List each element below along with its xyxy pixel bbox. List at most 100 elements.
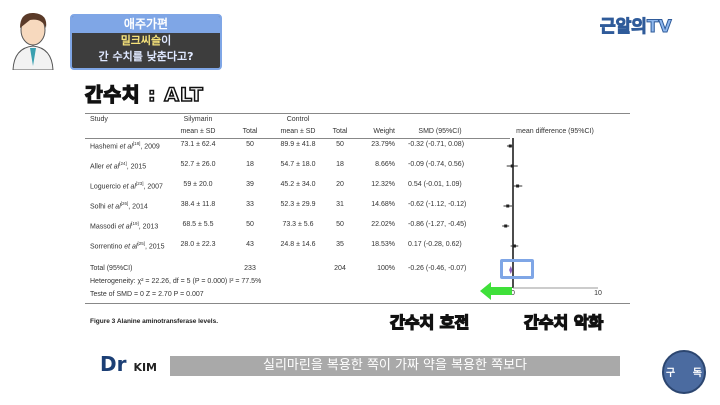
test-overall: Teste of SMD = 0 Z = 2.70 P = 0.007 [90, 291, 204, 298]
channel-logo: 근알의TV [600, 17, 673, 38]
silymarin-total: 50 [246, 141, 254, 148]
total-smd: -0.26 (-0.46, -0.07) [408, 265, 467, 272]
tick-0: 0 [511, 290, 515, 297]
control-total: 18 [336, 161, 344, 168]
control-total: 31 [336, 201, 344, 208]
weight: 22.02% [371, 221, 395, 228]
silymarin-mean-sd: 59 ± 20.0 [183, 181, 213, 188]
study-name: Sorrentino et al[25], 2015 [90, 241, 165, 251]
study-year: , 2015 [145, 243, 165, 251]
study-author: Solhi [90, 203, 106, 211]
weight: 23.79% [371, 141, 395, 148]
col-weight: Weight [373, 128, 395, 135]
study-author: Massodi [90, 223, 117, 231]
study-name: Massodi et al[19], 2013 [90, 221, 159, 231]
smd-ci: 0.17 (-0.28, 0.62) [408, 241, 462, 248]
study-author: Hashemi [90, 143, 118, 151]
label-improve: 간수치 호전 [389, 312, 470, 332]
doctor-avatar [12, 12, 54, 70]
subtitle: 실리마린을 복용한 쪽이 가짜 약을 복용한 쪽보다 [170, 356, 620, 376]
subscribe-button[interactable]: 구 독 [662, 350, 706, 394]
smd-ci: 0.54 (-0.01, 1.09) [408, 181, 462, 188]
control-mean-sd: 24.8 ± 14.6 [280, 241, 316, 248]
subscribe-left: 구 [666, 368, 676, 379]
smd-ci: -0.86 (-1.27, -0.45) [408, 221, 467, 228]
study-author: Sorrentino [90, 243, 123, 251]
control-mean-sd: 54.7 ± 18.0 [280, 161, 316, 168]
col-md: mean difference (95%CI) [516, 128, 594, 135]
silymarin-mean-sd: 28.0 ± 22.3 [180, 241, 216, 248]
subscribe-right: 독 [692, 368, 702, 379]
study-ref: [25] [137, 241, 145, 246]
effect-point [512, 244, 516, 248]
effect-point [510, 164, 514, 168]
forest-plot-table: Study Silymarin Control mean ± SD Total mean … [85, 113, 630, 304]
study-name: Aller et al[24], 2015 [90, 161, 147, 171]
total-label: Total (95%CI) [90, 265, 133, 272]
weight: 14.68% [371, 201, 395, 208]
total-weight: 100% [377, 265, 395, 272]
study-ref: [24] [119, 161, 127, 166]
label-worsen: 간수치 악화 [523, 312, 604, 332]
heterogeneity: Heterogeneity: χ² = 22.26, df = 5 (P = 0… [90, 278, 262, 285]
smd-ci: -0.09 (-0.74, 0.56) [408, 161, 465, 168]
header-rule [85, 138, 510, 139]
control-mean-sd: 52.3 ± 29.9 [280, 201, 316, 208]
col-control: Control [286, 116, 310, 123]
total-n2: 204 [334, 265, 346, 272]
topic-banner: 애주가편 밀크씨슬이 간 수치를 낮춘다고? [70, 14, 222, 70]
study-author: Aller [90, 163, 105, 171]
control-mean-sd: 89.9 ± 41.8 [280, 141, 316, 148]
silymarin-total: 18 [246, 161, 254, 168]
tick-10: 10 [594, 290, 602, 297]
study-ref: [19] [131, 221, 139, 226]
highlight-box [500, 259, 534, 279]
weight: 18.53% [371, 241, 395, 248]
smd-ci: -0.32 (-0.71, 0.08) [408, 141, 465, 148]
silymarin-mean-sd: 73.1 ± 62.4 [180, 141, 216, 148]
study-name: Loguercio et al[23], 2007 [90, 181, 163, 191]
control-total: 35 [336, 241, 344, 248]
study-ref: [26] [120, 201, 129, 206]
study-name: Solhi et al[26], 2014 [90, 201, 148, 211]
study-name: Hashemi et al[18], 2009 [90, 141, 160, 151]
weight: 8.66% [375, 161, 395, 168]
study-year: , 2007 [143, 183, 163, 191]
col-total-2: Total [332, 128, 348, 135]
col-study: Study [90, 116, 108, 123]
silymarin-total: 50 [246, 221, 254, 228]
weight: 12.32% [371, 181, 395, 188]
control-total: 20 [336, 181, 344, 188]
study-author: Loguercio [90, 183, 121, 191]
smd-ci: -0.62 (-1.12, -0.12) [408, 201, 467, 208]
control-total: 50 [336, 221, 344, 228]
silymarin-total: 33 [246, 201, 254, 208]
silymarin-mean-sd: 52.7 ± 26.0 [180, 161, 216, 168]
section-label: 간수치 : ALT [84, 83, 204, 107]
effect-point [504, 224, 508, 228]
left-arrow-icon [480, 282, 512, 300]
col-smd: SMD (95%CI) [418, 128, 462, 135]
col-total-1: Total [242, 128, 258, 135]
study-year: , 2009 [140, 143, 160, 151]
control-mean-sd: 45.2 ± 34.0 [280, 181, 316, 188]
col-silymarin: Silymarin [183, 116, 213, 123]
category-label: 애주가편 [72, 16, 220, 33]
silymarin-mean-sd: 38.4 ± 11.8 [180, 201, 216, 208]
total-n1: 233 [244, 265, 256, 272]
study-year: , 2014 [128, 203, 148, 211]
top-rule [85, 113, 630, 114]
title-line2: 간 수치를 낮춘다고? [98, 50, 194, 63]
effect-point [508, 144, 512, 148]
pooled-diamond [509, 266, 513, 274]
control-mean-sd: 73.3 ± 5.6 [282, 221, 314, 228]
col-mean-sd-2: mean ± SD [280, 128, 316, 135]
silymarin-total: 39 [246, 181, 254, 188]
silymarin-total: 43 [246, 241, 254, 248]
title-rest: 이 [161, 34, 172, 47]
figure-caption: Figure 3 Alanine aminotransferase levels… [90, 318, 219, 325]
study-ref: [23] [135, 181, 144, 186]
effect-point [516, 184, 520, 188]
study-year: , 2015 [126, 163, 147, 171]
bottom-rule [85, 303, 630, 304]
